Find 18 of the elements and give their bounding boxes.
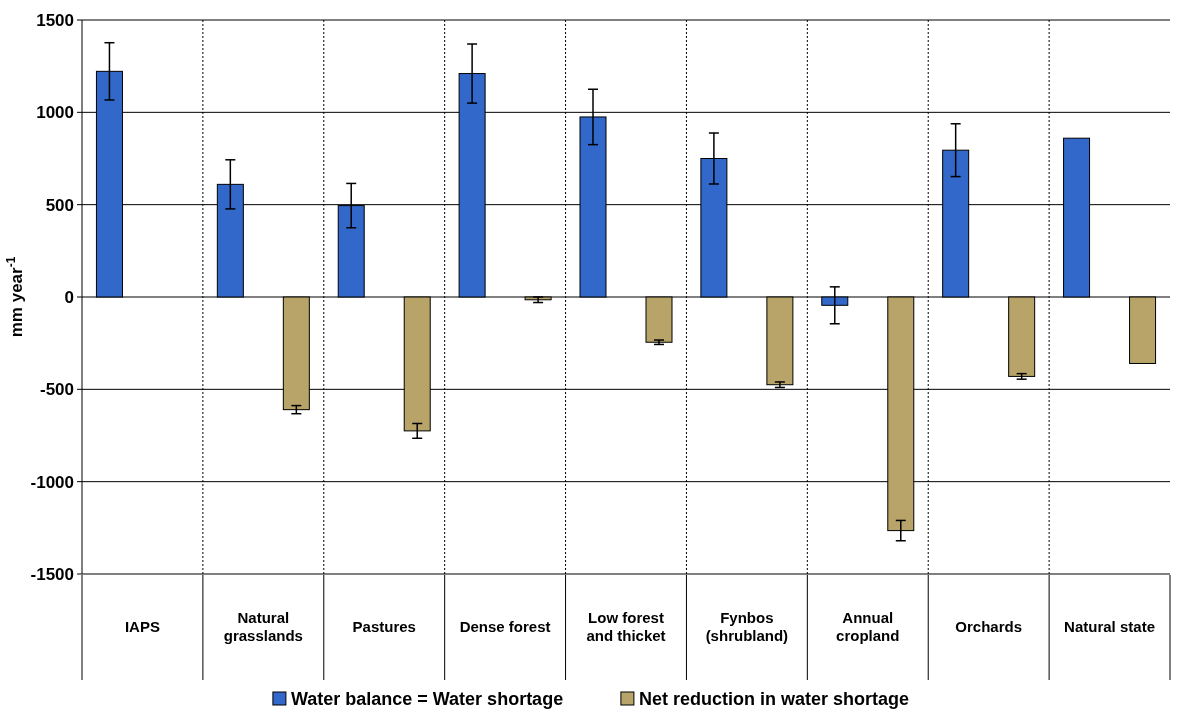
x-tick-label: Orchards	[955, 618, 1023, 636]
y-tick-label: -1000	[30, 472, 74, 492]
y-tick-label: 500	[45, 195, 74, 215]
x-tick-label: Dense forest	[459, 618, 551, 636]
x-tick-label: Natural state	[1064, 618, 1155, 636]
x-tick-label: Annual cropland	[836, 609, 900, 645]
y-tick-label: -1500	[30, 564, 74, 584]
y-tick-label: 0	[64, 287, 74, 307]
legend-label: Net reduction in water shortage	[638, 689, 909, 710]
y-tick-label: 1500	[36, 10, 74, 30]
x-tick-label: Natural grasslands	[223, 609, 303, 645]
x-tick-label: Pastures	[352, 618, 416, 636]
x-tick-label: IAPS	[124, 618, 160, 636]
x-tick-label: Low forest and thicket	[586, 609, 666, 645]
legend-label: Water balance = Water shortage	[290, 689, 564, 710]
x-tick-label: Fynbos (shrubland)	[705, 609, 789, 645]
y-tick-label: -500	[39, 380, 74, 400]
y-tick-label: 1000	[36, 103, 74, 123]
